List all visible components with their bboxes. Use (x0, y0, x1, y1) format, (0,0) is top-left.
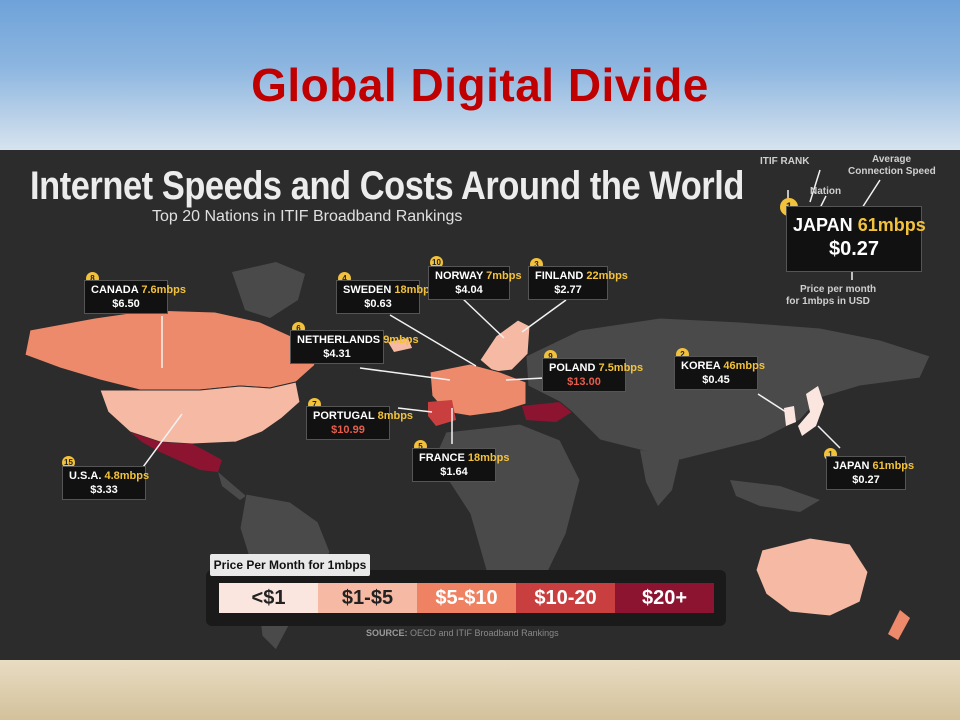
key-price: $0.27 (828, 238, 880, 260)
key-itif-rank-label: ITIF RANK (760, 156, 810, 167)
source-text: OECD and ITIF Broadband Rankings (410, 628, 559, 638)
legend-item-5-10: $5-$10 (417, 583, 516, 613)
netherlands-price: $4.31 (323, 348, 351, 360)
korea-price: $0.45 (702, 374, 730, 386)
poland-callout: POLAND 7.5mbps $13.00 (542, 358, 643, 392)
usa-speed: 4.8mbps (104, 470, 150, 482)
france-speed: 18mbps (467, 452, 510, 464)
finland-price: $2.77 (554, 284, 582, 296)
key-speed: 61mbps (857, 215, 926, 235)
norway-speed: 7mbps (486, 270, 522, 282)
usa-nation: U.S.A. (69, 470, 102, 482)
canada-shape (24, 309, 316, 391)
key-avg-speed-label-2: Connection Speed (848, 166, 936, 177)
scandinavia-shape (479, 319, 531, 373)
finland-nation: FINLAND (535, 270, 584, 282)
southeast-asia-shape (730, 480, 820, 512)
key-price-label-1: Price per month (800, 284, 877, 295)
portugal-nation: PORTUGAL (313, 410, 375, 422)
new-zealand-shape (888, 610, 910, 640)
france-nation: FRANCE (419, 452, 465, 464)
japan-price: $0.27 (852, 474, 880, 486)
sweden-speed: 18mbps (394, 284, 436, 296)
norway-callout: NORWAY 7mbps $4.04 (428, 266, 522, 300)
poland-nation: POLAND (549, 362, 596, 374)
usa-price: $3.33 (90, 484, 118, 496)
sweden-price: $0.63 (364, 298, 392, 310)
pointer-lines (123, 169, 881, 494)
canada-price: $6.50 (112, 298, 140, 310)
key-callout: JAPAN 61mbps $0.27 (786, 206, 926, 272)
poland-speed: 7.5mbps (598, 362, 644, 374)
canada-callout: CANADA 7.6mbps $6.50 (84, 280, 186, 314)
greenland-shape (232, 262, 305, 318)
portugal-callout: PORTUGAL 8mbps $10.99 (306, 406, 413, 440)
netherlands-speed: 9mbps (383, 334, 419, 346)
portugal-price: $10.99 (331, 424, 365, 436)
finland-callout: FINLAND 22mbps $2.77 (528, 266, 628, 300)
norway-rank-badge: 10 (430, 256, 443, 269)
central-america-shape (218, 472, 246, 500)
korea-nation: KOREA (681, 360, 721, 372)
source-note: SOURCE: OECD and ITIF Broadband Rankings (366, 628, 559, 638)
mexico-shape (130, 432, 222, 472)
korea-shape (784, 406, 796, 426)
norway-price: $4.04 (455, 284, 483, 296)
portugal-speed: 8mbps (377, 410, 414, 422)
infographic-title: Internet Speeds and Costs Around the Wor… (30, 164, 744, 208)
australia-shape (755, 537, 869, 617)
finland-speed: 22mbps (586, 270, 628, 282)
legend-item-10-20: $10-20 (516, 583, 615, 613)
japan-shape (798, 386, 824, 436)
infographic-panel: Internet Speeds and Costs Around the Wor… (0, 150, 960, 660)
legend-item-1-5: $1-$5 (318, 583, 417, 613)
canada-nation: CANADA (91, 284, 139, 296)
slide-footer (0, 660, 960, 720)
canada-speed: 7.6mbps (141, 284, 186, 296)
netherlands-callout: NETHERLANDS 9mbps $4.31 (290, 330, 419, 364)
usa-rank-badge: 15 (62, 456, 75, 469)
infographic-subtitle: Top 20 Nations in ITIF Broadband Ranking… (152, 208, 463, 225)
iceland-shape (388, 338, 412, 352)
key-avg-speed-label-1: Average (872, 154, 912, 165)
slide-header: Global Digital Divide (0, 0, 960, 150)
france-callout: FRANCE 18mbps $1.64 (412, 448, 509, 482)
key-nation-label: Nation (810, 186, 842, 197)
key-price-label-2: for 1mbps in USD (786, 296, 870, 307)
source-label: SOURCE: (366, 628, 408, 638)
slide-title: Global Digital Divide (251, 59, 709, 111)
legend-item-under-1: <$1 (219, 583, 318, 613)
turkey-shape (522, 402, 572, 422)
japan-nation: JAPAN (833, 460, 870, 472)
korea-callout: KOREA 46mbps $0.45 (674, 356, 765, 390)
usa-shape (99, 381, 301, 445)
sweden-callout: SWEDEN 18mbps $0.63 (336, 280, 436, 314)
india-shape (640, 450, 680, 506)
netherlands-nation: NETHERLANDS (297, 334, 381, 346)
usa-callout: U.S.A. 4.8mbps $3.33 (62, 466, 150, 500)
poland-price: $13.00 (567, 376, 601, 388)
japan-speed: 61mbps (872, 460, 915, 472)
iberia-shape (428, 400, 456, 426)
korea-speed: 46mbps (723, 360, 765, 372)
norway-nation: NORWAY (435, 270, 484, 282)
legend-item-20-plus: $20+ (615, 583, 714, 613)
sweden-nation: SWEDEN (343, 284, 392, 296)
france-price: $1.64 (440, 466, 468, 478)
legend-row: <$1 $1-$5 $5-$10 $10-20 $20+ (219, 583, 714, 613)
japan-callout: JAPAN 61mbps $0.27 (826, 456, 914, 490)
legend-label: Price Per Month for 1mbps (210, 554, 370, 576)
key-nation: JAPAN (793, 215, 853, 235)
